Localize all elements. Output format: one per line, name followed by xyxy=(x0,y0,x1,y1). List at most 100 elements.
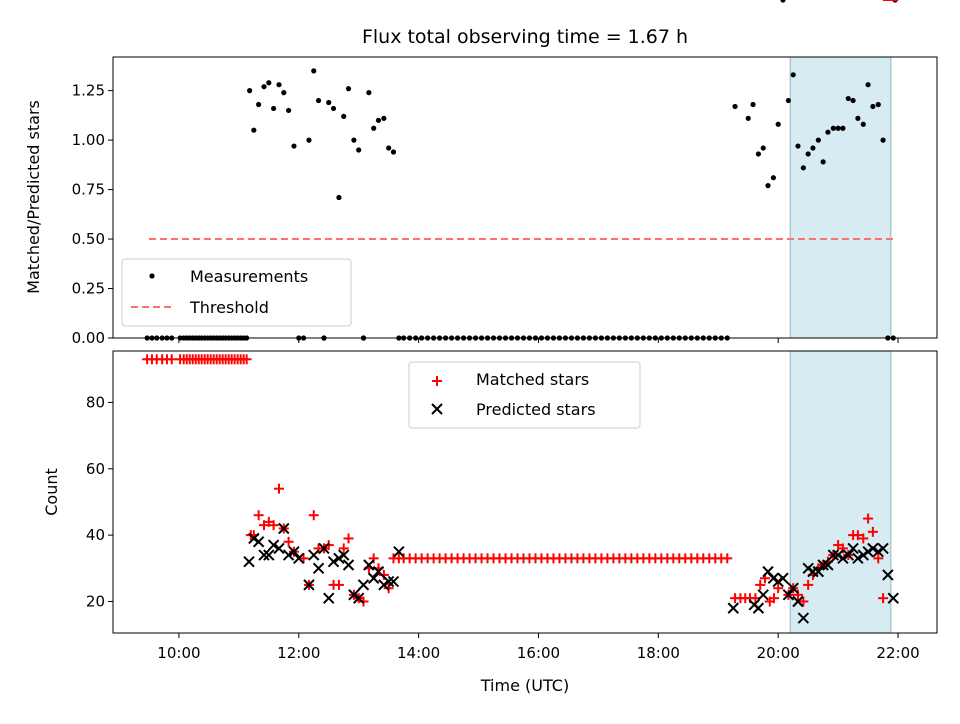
measurement-point xyxy=(875,101,881,108)
measurement-point xyxy=(865,82,871,88)
measurement-point xyxy=(745,115,751,121)
matched-point xyxy=(803,579,814,590)
measurement-point xyxy=(732,103,738,110)
ratio-y-axis: 0.00 0.25 0.50 0.75 1.00 1.25 xyxy=(72,82,113,347)
predicted-point xyxy=(777,572,789,584)
measurement-point xyxy=(386,145,392,151)
matched-point xyxy=(378,569,389,580)
measurement-point xyxy=(390,149,397,155)
predicted-point xyxy=(393,546,405,558)
predicted-point xyxy=(857,549,869,561)
measurement-point xyxy=(800,165,806,171)
measurement-point xyxy=(775,121,781,127)
y-tick-label: 1.25 xyxy=(72,82,105,100)
predicted-point xyxy=(333,552,345,565)
predicted-point xyxy=(827,549,840,561)
measurement-point xyxy=(760,145,766,151)
legend-marker-measurements xyxy=(149,273,155,279)
measurement-point xyxy=(271,105,277,112)
predicted-point xyxy=(852,552,864,565)
measurement-point xyxy=(251,127,257,133)
predicted-point xyxy=(727,602,739,614)
x-tick-label: 18:00 xyxy=(637,644,680,662)
y-tick-label: 80 xyxy=(86,393,105,411)
predicted-point xyxy=(348,589,360,601)
panel-counts: 20 40 60 80 10:00 12:00 14:00 16:00 18:00 20:00 2… xyxy=(42,0,938,695)
x-tick-label: 20:00 xyxy=(757,644,800,662)
predicted-point xyxy=(822,559,834,571)
measurement-point xyxy=(256,101,262,108)
predicted-point xyxy=(363,559,375,571)
predicted-point xyxy=(772,575,784,588)
predicted-point xyxy=(782,589,795,601)
measurement-point xyxy=(795,143,801,149)
measurement-point xyxy=(845,95,851,102)
counts-x-axis: 10:00 12:00 14:00 16:00 18:00 20:00 22:00 xyxy=(157,633,920,662)
matched-point xyxy=(383,583,394,594)
measurement-point xyxy=(345,86,352,92)
measurement-point xyxy=(765,183,771,189)
measurement-point xyxy=(336,194,342,201)
legend-label-matched: Matched stars xyxy=(476,370,589,389)
matched-point xyxy=(253,510,264,521)
ratio-y-axis-label: Matched/Predicted stars xyxy=(24,100,43,294)
measurement-point xyxy=(870,103,876,110)
matched-point xyxy=(867,526,878,537)
measurement-point xyxy=(855,115,861,121)
y-tick-label: 0.00 xyxy=(72,329,105,347)
predicted-point xyxy=(387,575,400,588)
matched-point xyxy=(268,520,279,531)
counts-highlight-span xyxy=(790,351,891,633)
matched-point xyxy=(323,540,334,551)
counts-legend-box xyxy=(408,361,641,429)
measurement-point xyxy=(770,175,776,181)
predicted-point xyxy=(312,562,325,575)
y-tick-label: 20 xyxy=(86,592,105,610)
counts-plot-frame xyxy=(112,350,938,634)
predicted-point xyxy=(887,592,899,604)
predicted-point xyxy=(378,579,390,591)
measurement-point xyxy=(351,137,357,143)
measurement-point xyxy=(306,137,312,143)
measurement-point xyxy=(805,151,811,157)
matched-point xyxy=(722,553,733,564)
measurement-point xyxy=(785,97,791,104)
predicted-point xyxy=(752,602,765,614)
matched-point xyxy=(241,354,252,365)
predicted-point xyxy=(327,555,340,568)
legend-marker-matched xyxy=(432,376,442,386)
matched-point xyxy=(333,579,344,590)
predicted-point xyxy=(278,522,290,535)
predicted-point xyxy=(862,546,874,558)
measurement-point xyxy=(860,121,866,127)
matched-point xyxy=(773,583,784,594)
predicted-point xyxy=(802,562,814,575)
predicted-point xyxy=(258,549,270,561)
y-tick-label: 0.50 xyxy=(72,230,105,248)
measurement-point xyxy=(285,107,292,114)
measurement-point xyxy=(326,99,332,106)
measurement-point xyxy=(381,115,387,121)
predicted-point xyxy=(797,612,810,624)
predicted-point xyxy=(248,532,260,545)
y-tick-label: 0.25 xyxy=(72,280,105,298)
predicted-point xyxy=(867,542,879,555)
y-tick-label: 40 xyxy=(86,526,105,544)
measurement-point xyxy=(311,68,317,74)
predicted-point xyxy=(812,565,825,578)
predicted-point xyxy=(877,542,889,555)
matched-point xyxy=(755,579,766,590)
measurement-point xyxy=(825,129,831,135)
counts-y-axis: 20 40 60 80 xyxy=(86,393,113,610)
x-tick-label: 14:00 xyxy=(397,644,440,662)
ratio-highlight-span xyxy=(790,57,891,338)
predicted-point xyxy=(382,575,395,588)
matched-point xyxy=(858,533,869,544)
predicted-point xyxy=(293,552,305,565)
predicted-point xyxy=(832,549,844,561)
predicted-point xyxy=(757,589,769,601)
predicted-point xyxy=(872,546,884,558)
matched-point xyxy=(283,536,294,547)
matched-point xyxy=(852,530,863,541)
matched-point xyxy=(298,553,309,564)
